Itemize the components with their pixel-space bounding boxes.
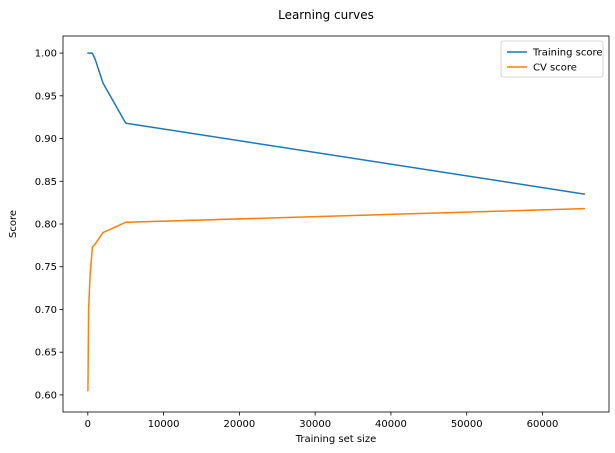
y-tick-label: 0.60 bbox=[35, 390, 57, 401]
x-tick-label: 20000 bbox=[223, 419, 255, 430]
y-tick-label: 0.65 bbox=[35, 348, 57, 359]
x-axis-title: Training set size bbox=[295, 434, 377, 445]
x-tick-label: 30000 bbox=[299, 419, 331, 430]
y-tick-label: 0.85 bbox=[35, 177, 57, 188]
chart-title: Learning curves bbox=[278, 8, 374, 22]
legend-label: Training score bbox=[532, 48, 603, 59]
x-tick-label: 0 bbox=[85, 419, 91, 430]
legend-label: CV score bbox=[533, 63, 577, 74]
y-tick-label: 0.70 bbox=[35, 305, 57, 316]
y-tick-label: 0.80 bbox=[35, 220, 57, 231]
y-tick-label: 0.75 bbox=[35, 262, 57, 273]
x-tick-label: 40000 bbox=[375, 419, 407, 430]
y-axis-title: Score bbox=[8, 210, 19, 238]
x-tick-label: 50000 bbox=[451, 419, 483, 430]
y-tick-label: 1.00 bbox=[35, 49, 57, 60]
y-tick-label: 0.90 bbox=[35, 134, 57, 145]
y-tick-label: 0.95 bbox=[35, 91, 57, 102]
x-tick-label: 10000 bbox=[148, 419, 180, 430]
legend: Training score CV score bbox=[501, 41, 603, 77]
x-tick-label: 60000 bbox=[527, 419, 559, 430]
